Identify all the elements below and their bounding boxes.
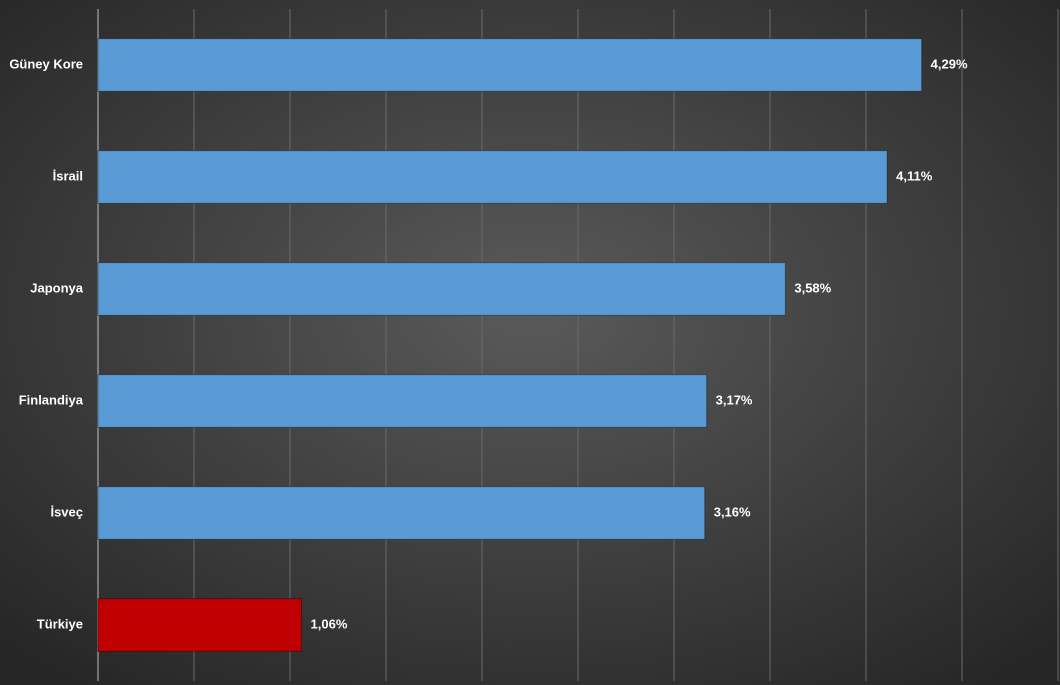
bar — [97, 598, 303, 652]
bar — [97, 150, 888, 204]
value-label: 4,29% — [931, 56, 968, 71]
bar — [97, 486, 706, 540]
y-tick-label: Japonya — [30, 280, 84, 295]
bar — [97, 38, 923, 92]
value-label: 1,06% — [311, 616, 348, 631]
y-tick-label: İsrail — [53, 168, 83, 183]
bar — [97, 262, 786, 316]
y-tick-label: İsveç — [50, 504, 83, 519]
bar — [97, 374, 708, 428]
value-label: 4,11% — [896, 168, 933, 183]
value-label: 3,17% — [716, 392, 753, 407]
y-tick-label: Türkiye — [37, 616, 83, 631]
value-label: 3,16% — [714, 504, 751, 519]
y-tick-label: Güney Kore — [9, 56, 83, 71]
y-tick-label: Finlandiya — [19, 392, 84, 407]
value-label: 3,58% — [794, 280, 831, 295]
